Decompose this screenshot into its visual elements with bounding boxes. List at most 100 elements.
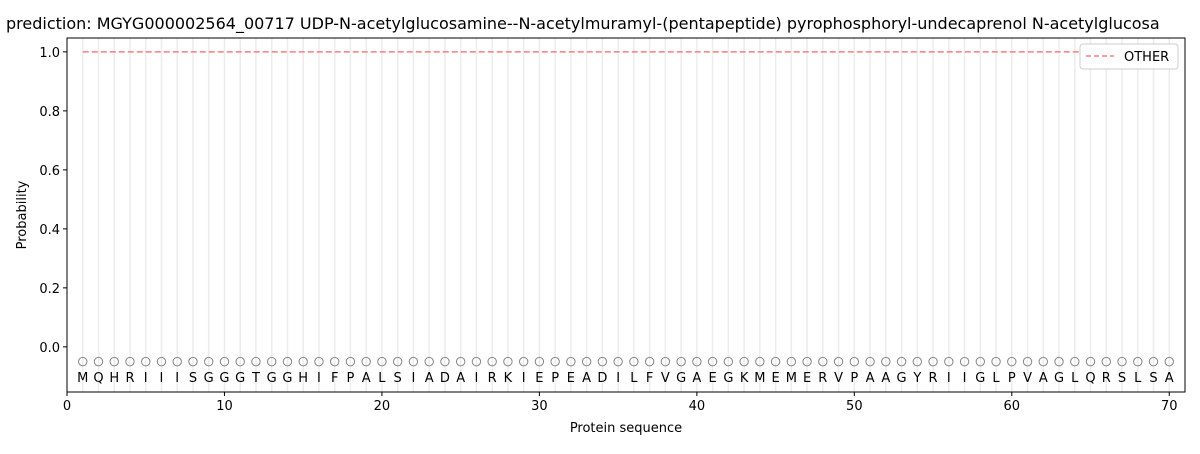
- residue-letter: I: [412, 371, 416, 386]
- residue-marker: [141, 356, 151, 367]
- residue-letter: A: [1039, 371, 1048, 386]
- residue-marker: [282, 356, 293, 367]
- residue-marker: [1070, 356, 1080, 367]
- residue-marker: [1164, 356, 1174, 367]
- residue-marker: [1148, 356, 1159, 367]
- residue-marker: [770, 356, 781, 367]
- residue-letter: S: [394, 371, 402, 386]
- residue-letter: V: [834, 371, 843, 386]
- residue-letter: I: [175, 371, 179, 386]
- x-tick-label: 20: [374, 399, 391, 414]
- y-tick-label: 1.0: [39, 46, 60, 61]
- residue-marker: [1117, 356, 1127, 367]
- residue-letter: H: [298, 371, 308, 386]
- residue-marker: [912, 356, 923, 367]
- residue-letter: I: [616, 371, 620, 386]
- residue-letter: P: [850, 371, 858, 386]
- residue-marker: [644, 356, 655, 367]
- residue-marker: [959, 356, 970, 367]
- residue-marker: [188, 356, 198, 367]
- residue-marker: [833, 356, 844, 367]
- residue-letter: E: [803, 371, 811, 386]
- residue-letter: A: [866, 371, 875, 386]
- residue-marker: [424, 356, 434, 367]
- residue-letter: A: [1165, 371, 1174, 386]
- residue-marker: [1038, 356, 1048, 367]
- residue-marker: [298, 356, 308, 367]
- residue-marker: [881, 356, 891, 367]
- residue-letter: P: [551, 371, 559, 386]
- legend: OTHER: [1079, 43, 1179, 70]
- residue-marker: [235, 356, 245, 367]
- residue-marker: [865, 356, 875, 367]
- x-tick-label: 50: [846, 399, 863, 414]
- residue-letter: A: [456, 371, 465, 386]
- residue-marker: [676, 356, 686, 367]
- residue-marker: [896, 356, 907, 367]
- residue-letter: G: [204, 371, 214, 386]
- residue-marker: [156, 356, 167, 367]
- residue-letter: H: [109, 371, 119, 386]
- residue-letter: A: [881, 371, 890, 386]
- residue-marker: [329, 356, 340, 367]
- residue-letter: M: [754, 371, 765, 386]
- residue-letter: M: [786, 371, 797, 386]
- y-axis-ticks: 0.0 0.2 0.4 0.6 0.8 1.0: [39, 46, 67, 356]
- residue-marker: [818, 356, 828, 367]
- residue-letter: G: [1054, 371, 1064, 386]
- x-tick-label: 60: [1004, 399, 1021, 414]
- residue-marker: [534, 356, 545, 367]
- x-tick-label: 40: [689, 399, 706, 414]
- residue-letter: S: [189, 371, 197, 386]
- residue-marker: [613, 356, 623, 367]
- residue-marker: [267, 356, 277, 367]
- residue-letter: Y: [912, 371, 921, 386]
- y-tick-label: 0.6: [39, 164, 60, 179]
- residue-letter: E: [567, 371, 575, 386]
- residue-letter: R: [818, 371, 827, 386]
- residue-letter: V: [661, 371, 670, 386]
- residue-marker: [629, 356, 639, 367]
- residue-letter: D: [597, 371, 607, 386]
- residue-marker: [93, 356, 104, 367]
- residue-letter: A: [362, 371, 371, 386]
- residue-letter: I: [144, 371, 148, 386]
- residue-marker: [408, 356, 419, 367]
- residue-letter: G: [897, 371, 907, 386]
- residue-marker: [1007, 356, 1017, 367]
- residue-marker: [581, 356, 592, 367]
- residue-marker: [219, 356, 230, 367]
- residue-marker: [392, 356, 403, 367]
- residue-letter: G: [723, 371, 733, 386]
- residue-letter: I: [160, 371, 164, 386]
- residue-letter: K: [740, 371, 749, 386]
- residue-marker: [78, 356, 88, 367]
- residue-letter: L: [630, 371, 638, 386]
- y-tick-label: 0.0: [39, 341, 60, 356]
- residue-marker: [566, 356, 576, 367]
- residue-markers: [78, 356, 1174, 367]
- residue-marker: [707, 356, 718, 367]
- residue-letter: Q: [93, 371, 103, 386]
- residue-letter: M: [77, 371, 88, 386]
- residue-letter: G: [282, 371, 292, 386]
- residue-marker: [928, 356, 938, 367]
- residue-letter: I: [474, 371, 478, 386]
- legend-label-other: OTHER: [1124, 50, 1169, 65]
- x-tick-label: 30: [531, 399, 548, 414]
- residue-letter: Q: [1085, 371, 1095, 386]
- residue-letter: L: [378, 371, 386, 386]
- residue-marker: [1101, 356, 1111, 367]
- residue-marker: [204, 356, 214, 367]
- residue-letter: R: [929, 371, 938, 386]
- plot-frame: [66, 37, 1186, 393]
- y-axis-label: Probability: [15, 180, 30, 249]
- residue-marker: [975, 356, 985, 367]
- residue-letter: I: [317, 371, 321, 386]
- residue-marker: [361, 356, 371, 367]
- x-axis-label: Protein sequence: [570, 421, 682, 436]
- x-axis-ticks: 0 10 20 30 40 50 60 70: [63, 392, 1178, 414]
- residue-marker: [944, 356, 954, 367]
- residue-marker: [660, 356, 671, 367]
